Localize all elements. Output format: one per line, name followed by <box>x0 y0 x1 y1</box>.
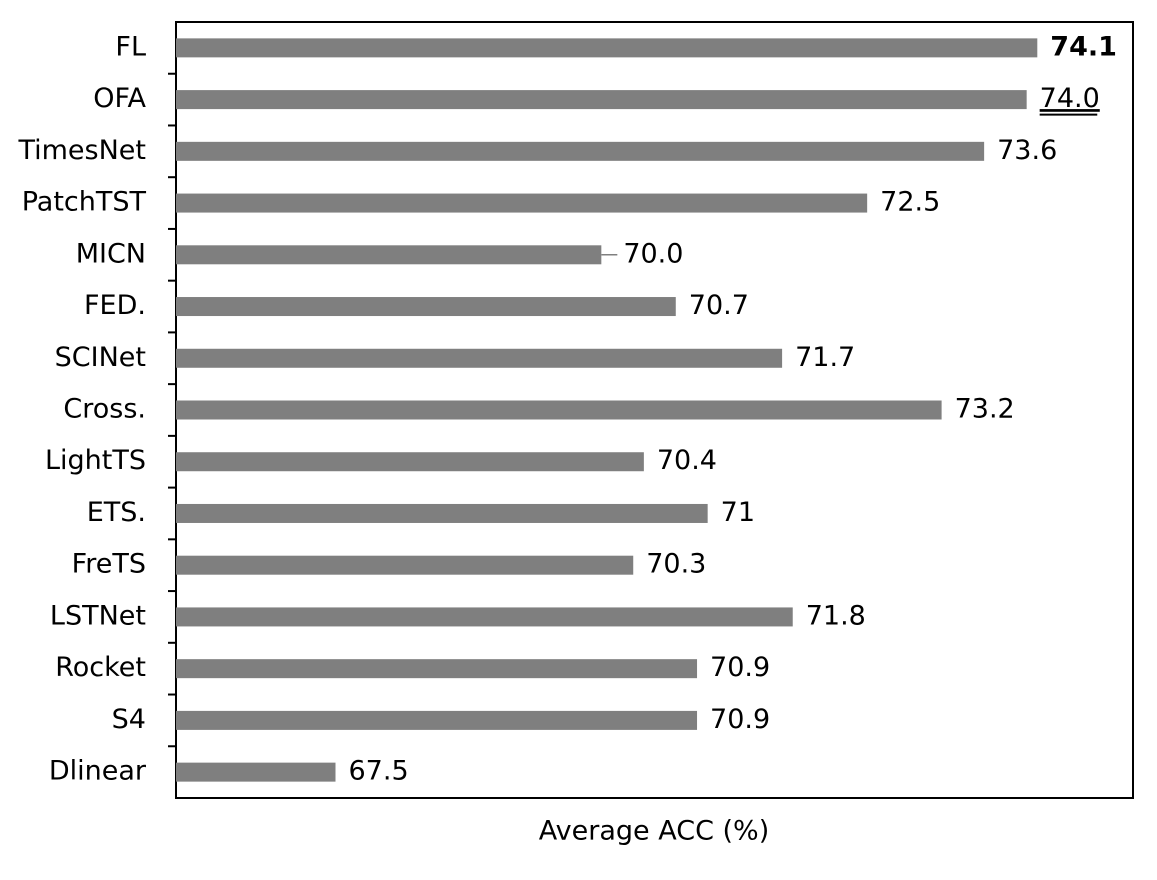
bar-micn <box>176 245 602 265</box>
value-label-fl: 74.1 <box>1050 31 1117 62</box>
category-label-frets: FreTS <box>72 549 146 580</box>
category-label-fed: FED. <box>84 290 146 321</box>
bar-lstnet <box>176 607 793 627</box>
category-label-lightts: LightTS <box>45 445 146 476</box>
bar-fl <box>176 38 1038 58</box>
value-label-fed: 70.7 <box>689 290 749 321</box>
bar-frets <box>176 555 634 575</box>
x-axis-label: Average ACC (%) <box>539 816 769 847</box>
value-label-rocket: 70.9 <box>710 652 770 683</box>
bar-rocket <box>176 659 698 679</box>
bar-cross <box>176 400 942 420</box>
category-label-fl: FL <box>115 31 146 62</box>
bar-timesnet <box>176 141 985 161</box>
value-label-dlinear: 67.5 <box>349 756 409 787</box>
category-label-cross: Cross. <box>63 394 146 425</box>
bar-scinet <box>176 348 783 368</box>
bar-ofa <box>176 90 1027 110</box>
value-label-s4: 70.9 <box>710 704 770 735</box>
value-label-patchtst: 72.5 <box>880 187 940 218</box>
value-labels: 74.1 74.0 73.6 72.5 70.070.7 71.7 73.2 70.471 70… <box>349 31 1117 786</box>
category-label-micn: MICN <box>76 238 146 269</box>
bar-lightts <box>176 452 644 472</box>
category-label-scinet: SCINet <box>55 342 146 373</box>
value-label-scinet: 71.7 <box>795 342 855 373</box>
bar-ets <box>176 503 708 523</box>
category-label-ets: ETS. <box>87 497 146 528</box>
value-label-lightts: 70.4 <box>657 445 717 476</box>
category-label-dlinear: Dlinear <box>49 756 147 787</box>
category-label-patchtst: PatchTST <box>22 187 147 218</box>
value-label-cross: 73.2 <box>955 394 1015 425</box>
bar-patchtst <box>176 193 868 213</box>
bars <box>176 38 1038 782</box>
category-label-ofa: OFA <box>93 83 146 114</box>
bar-dlinear <box>176 762 336 782</box>
value-label-ets: 71 <box>721 497 755 528</box>
category-labels: FL OFA TimesNet PatchTST MICN FED. SCINet Cross… <box>17 31 146 786</box>
value-label-timesnet: 73.6 <box>997 135 1057 166</box>
category-label-rocket: Rocket <box>55 652 146 683</box>
category-label-timesnet: TimesNet <box>17 135 146 166</box>
bar-s4 <box>176 710 698 730</box>
bar-fed <box>176 297 676 317</box>
value-label-micn: 70.0 <box>623 238 683 269</box>
value-label-ofa: 74.0 <box>1040 83 1100 114</box>
category-label-s4: S4 <box>112 704 146 735</box>
value-label-frets: 70.3 <box>646 549 706 580</box>
value-label-lstnet: 71.8 <box>806 600 866 631</box>
category-ticks <box>168 72 176 748</box>
category-label-lstnet: LSTNet <box>50 600 146 631</box>
